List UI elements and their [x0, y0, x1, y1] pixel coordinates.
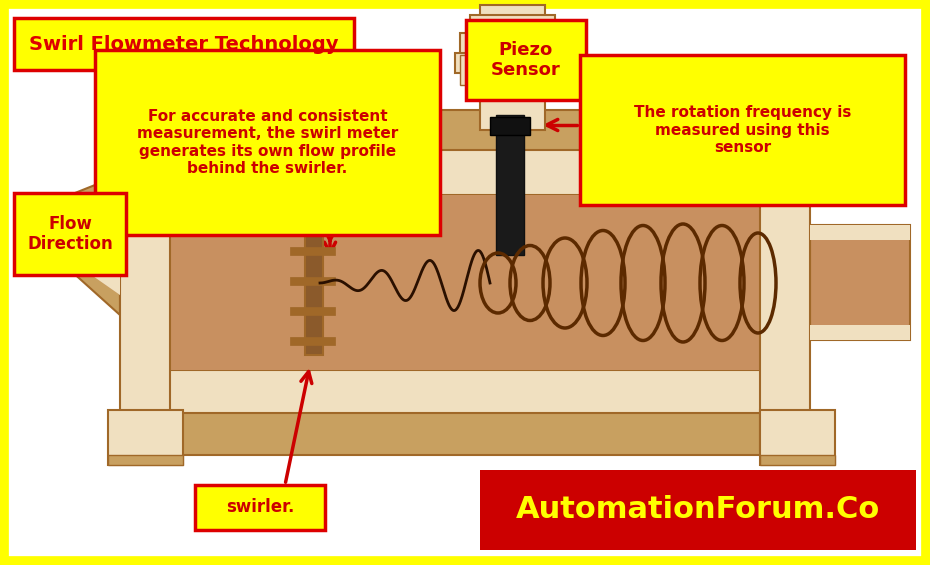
Bar: [150, 290, 780, 298]
Text: The rotation frequency is
measured using this
sensor: The rotation frequency is measured using…: [634, 105, 851, 155]
Text: For accurate and consistent
measurement, the swirl meter
generates its own flow : For accurate and consistent measurement,…: [137, 109, 398, 176]
FancyBboxPatch shape: [480, 5, 545, 130]
FancyBboxPatch shape: [150, 130, 780, 195]
FancyBboxPatch shape: [455, 53, 570, 73]
FancyBboxPatch shape: [496, 115, 524, 255]
FancyBboxPatch shape: [470, 15, 555, 37]
Polygon shape: [70, 175, 120, 315]
Bar: [150, 242, 780, 250]
FancyBboxPatch shape: [760, 110, 810, 450]
FancyBboxPatch shape: [290, 307, 335, 315]
Bar: [150, 210, 780, 218]
Bar: [150, 266, 780, 274]
Bar: [150, 234, 780, 242]
FancyBboxPatch shape: [760, 100, 835, 110]
FancyBboxPatch shape: [460, 33, 565, 55]
FancyBboxPatch shape: [14, 193, 126, 275]
FancyBboxPatch shape: [555, 55, 565, 85]
FancyBboxPatch shape: [760, 95, 835, 150]
Bar: [150, 338, 780, 346]
Bar: [150, 314, 780, 322]
FancyBboxPatch shape: [810, 225, 910, 240]
FancyBboxPatch shape: [195, 485, 325, 530]
FancyBboxPatch shape: [95, 50, 440, 235]
FancyBboxPatch shape: [14, 18, 354, 70]
FancyBboxPatch shape: [466, 20, 586, 100]
Bar: [150, 362, 780, 370]
FancyBboxPatch shape: [810, 325, 910, 340]
Text: Piezo
Sensor: Piezo Sensor: [491, 41, 561, 80]
FancyBboxPatch shape: [108, 410, 183, 465]
Bar: [150, 282, 780, 290]
FancyBboxPatch shape: [108, 455, 183, 465]
Text: swirler.: swirler.: [226, 498, 294, 516]
FancyBboxPatch shape: [150, 110, 780, 150]
FancyBboxPatch shape: [108, 100, 183, 110]
Bar: [150, 218, 780, 226]
FancyBboxPatch shape: [108, 95, 183, 150]
FancyBboxPatch shape: [150, 195, 780, 370]
Bar: [150, 330, 780, 338]
FancyBboxPatch shape: [150, 413, 780, 455]
FancyBboxPatch shape: [480, 470, 916, 550]
FancyBboxPatch shape: [580, 55, 905, 205]
FancyBboxPatch shape: [760, 410, 835, 465]
Polygon shape: [70, 200, 120, 225]
FancyBboxPatch shape: [760, 455, 835, 465]
FancyBboxPatch shape: [4, 4, 926, 561]
Text: Swirl Flowmeter Technology: Swirl Flowmeter Technology: [29, 34, 339, 54]
Bar: [150, 250, 780, 258]
Text: Flow
Direction: Flow Direction: [27, 215, 113, 253]
FancyBboxPatch shape: [290, 277, 335, 285]
Bar: [150, 354, 780, 362]
FancyBboxPatch shape: [290, 337, 335, 345]
Bar: [150, 226, 780, 234]
Polygon shape: [70, 258, 120, 295]
FancyBboxPatch shape: [120, 110, 170, 450]
FancyBboxPatch shape: [150, 370, 780, 435]
Bar: [150, 322, 780, 330]
Bar: [150, 274, 780, 282]
Bar: [150, 298, 780, 306]
FancyBboxPatch shape: [290, 247, 335, 255]
Bar: [150, 346, 780, 354]
FancyBboxPatch shape: [810, 225, 910, 340]
FancyBboxPatch shape: [460, 55, 470, 85]
FancyBboxPatch shape: [305, 200, 323, 355]
Text: AutomationForum.Co: AutomationForum.Co: [516, 496, 880, 524]
Bar: [150, 258, 780, 266]
FancyBboxPatch shape: [490, 117, 530, 135]
FancyBboxPatch shape: [290, 217, 335, 225]
Polygon shape: [70, 200, 120, 295]
Bar: [150, 306, 780, 314]
